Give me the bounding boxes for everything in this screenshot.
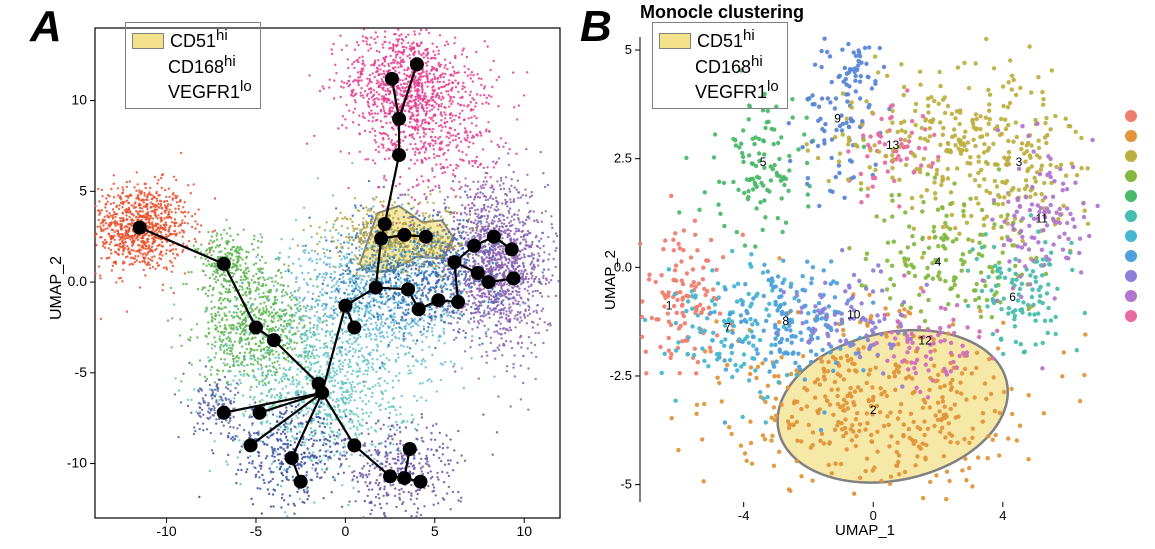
color-key-swatch xyxy=(1125,250,1137,262)
figure-container: A UMAP_2 -10-50510-10-50.0510 CD51hi CD1… xyxy=(0,0,1155,549)
color-key-swatch xyxy=(1125,210,1137,222)
legend-line-1b: CD51hi xyxy=(659,27,779,53)
color-key-swatch xyxy=(1125,230,1137,242)
color-key-swatch xyxy=(1125,310,1137,322)
legend-text-1b: CD51hi xyxy=(697,31,755,51)
color-key-swatch xyxy=(1125,150,1137,162)
color-key-swatch xyxy=(1125,110,1137,122)
color-key-swatch xyxy=(1125,290,1137,302)
panel-b-color-key xyxy=(1125,110,1137,322)
legend-line-2b: CD168hi xyxy=(659,53,779,79)
legend-line-3b: VEGFR1lo xyxy=(659,78,779,104)
panel-b-plot: 12345678910111213-404-5-2.50.02.55 xyxy=(0,0,1155,549)
panel-b-legend-box: CD51hi CD168hi VEGFR1lo xyxy=(652,22,788,109)
color-key-swatch xyxy=(1125,190,1137,202)
color-key-swatch xyxy=(1125,270,1137,282)
legend-text-2b: CD168hi xyxy=(695,57,763,77)
legend-text-3b: VEGFR1lo xyxy=(695,82,779,102)
color-key-swatch xyxy=(1125,130,1137,142)
color-key-swatch xyxy=(1125,170,1137,182)
legend-swatch-icon xyxy=(659,33,691,49)
